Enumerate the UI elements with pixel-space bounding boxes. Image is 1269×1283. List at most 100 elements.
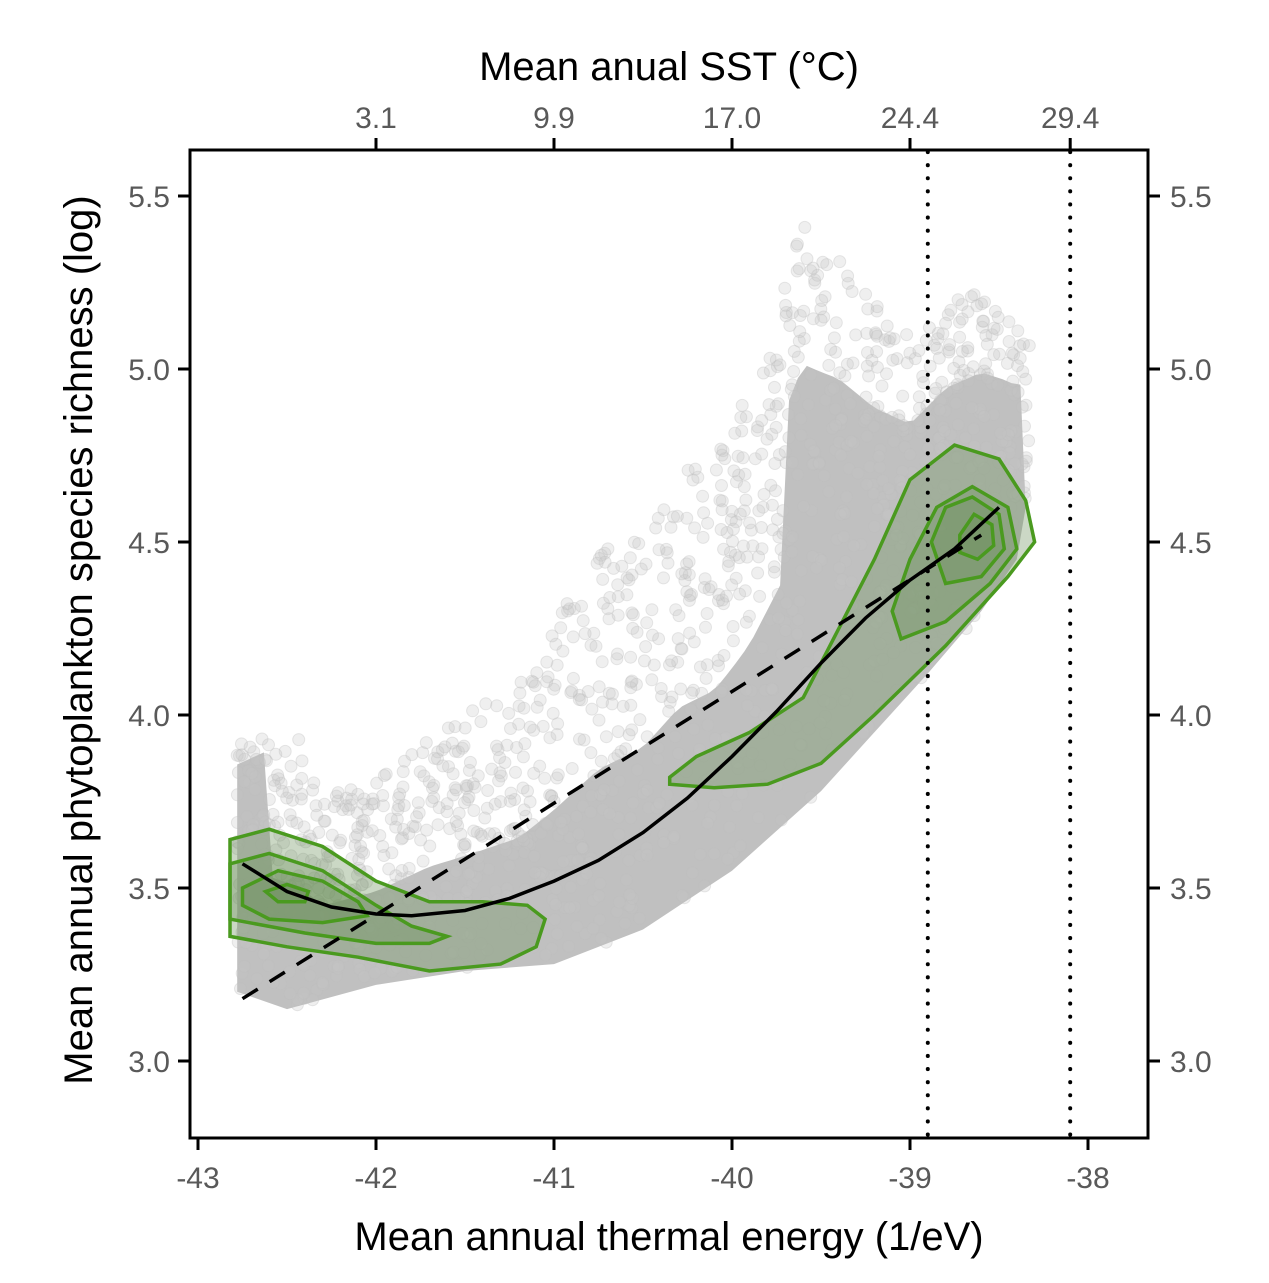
data-point	[896, 464, 909, 478]
point-cloud	[230, 220, 1036, 1012]
data-point	[568, 900, 582, 914]
data-point	[712, 594, 725, 608]
data-point	[830, 532, 844, 546]
data-point	[942, 343, 956, 357]
data-point	[373, 829, 387, 842]
data-point	[572, 693, 586, 706]
data-point	[475, 917, 489, 931]
data-point	[953, 330, 967, 344]
data-point	[903, 448, 917, 462]
data-point	[586, 922, 600, 935]
data-point	[318, 797, 331, 811]
data-point	[611, 608, 625, 622]
data-point	[282, 786, 296, 799]
data-point	[511, 838, 525, 852]
data-point	[670, 509, 684, 523]
data-point	[368, 966, 382, 980]
data-point	[535, 866, 549, 880]
data-point	[549, 637, 563, 651]
data-point	[774, 813, 788, 827]
data-point	[979, 329, 993, 342]
data-point	[925, 598, 939, 612]
data-point	[880, 632, 894, 645]
data-point	[953, 368, 967, 382]
data-point	[682, 593, 696, 607]
data-point	[875, 379, 889, 393]
data-point	[847, 436, 861, 450]
data-point	[365, 824, 379, 838]
data-point	[912, 390, 926, 404]
data-point	[593, 913, 607, 927]
data-point	[1008, 457, 1022, 471]
data-point	[949, 396, 963, 410]
data-point	[479, 697, 493, 711]
data-point	[571, 853, 585, 867]
data-point	[654, 682, 668, 695]
data-point	[836, 665, 850, 679]
data-point	[870, 345, 884, 359]
data-point	[466, 876, 480, 890]
data-point	[619, 742, 633, 756]
data-point	[987, 321, 1001, 335]
data-point	[849, 328, 863, 342]
data-point	[510, 834, 524, 848]
data-point	[736, 451, 750, 465]
data-point	[468, 780, 482, 794]
data-point	[657, 503, 671, 517]
data-point	[402, 871, 416, 884]
data-point	[549, 898, 563, 911]
data-point	[711, 653, 725, 667]
data-point	[458, 837, 472, 851]
data-point	[1006, 374, 1020, 388]
data-point	[472, 850, 486, 864]
data-point	[499, 844, 513, 858]
data-point	[686, 866, 699, 880]
data-point	[271, 815, 285, 829]
data-point	[377, 849, 391, 862]
data-point	[814, 302, 828, 316]
data-point	[594, 754, 608, 768]
data-point	[827, 331, 841, 345]
data-point	[640, 841, 654, 855]
data-point	[772, 723, 786, 737]
data-point	[752, 504, 766, 518]
data-point	[367, 797, 381, 811]
data-point	[776, 526, 790, 540]
data-point	[975, 297, 988, 311]
linear-fit-line	[241, 533, 983, 1001]
data-point	[819, 393, 832, 407]
data-point	[260, 754, 273, 768]
data-point	[387, 920, 401, 933]
data-point	[838, 506, 852, 520]
data-point	[253, 755, 267, 769]
y2-tick-label: 3.0	[1170, 1046, 1212, 1079]
data-point	[350, 806, 364, 820]
data-point	[357, 970, 371, 984]
data-point	[756, 366, 770, 380]
data-point	[1001, 428, 1015, 442]
data-point	[331, 959, 345, 973]
y-tick-label: 3.5	[128, 873, 170, 906]
data-point	[683, 589, 697, 603]
data-point	[327, 959, 341, 973]
data-point	[636, 786, 650, 800]
data-point	[632, 537, 646, 551]
data-point	[886, 646, 900, 660]
data-point	[731, 761, 745, 775]
x2-tick-label: 3.1	[355, 102, 397, 135]
data-point	[663, 658, 676, 672]
data-point	[873, 443, 887, 457]
data-point	[731, 449, 745, 463]
data-point	[267, 902, 281, 916]
data-point	[951, 293, 965, 307]
data-point	[651, 752, 665, 766]
data-point	[765, 498, 779, 512]
data-point	[626, 891, 639, 905]
data-point	[258, 815, 272, 829]
data-point	[914, 426, 928, 440]
data-point	[722, 554, 736, 568]
data-point	[840, 357, 854, 371]
data-point	[275, 784, 289, 798]
data-point	[539, 868, 553, 882]
data-point	[661, 556, 675, 570]
